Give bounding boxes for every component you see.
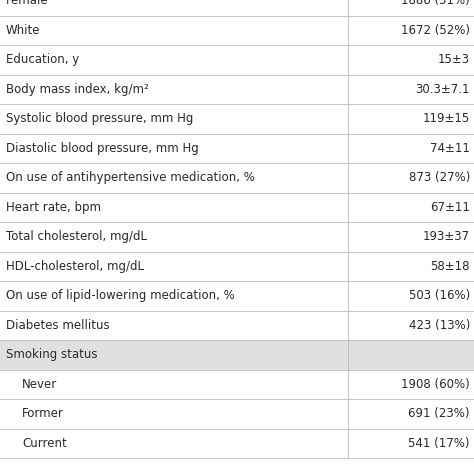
Text: Systolic blood pressure, mm Hg: Systolic blood pressure, mm Hg bbox=[6, 112, 193, 125]
Bar bbox=[0, 45, 474, 74]
Bar bbox=[0, 16, 474, 45]
Text: 67±11: 67±11 bbox=[430, 201, 470, 214]
Text: Education, y: Education, y bbox=[6, 53, 79, 66]
Text: Heart rate, bpm: Heart rate, bpm bbox=[6, 201, 101, 214]
Bar bbox=[0, 222, 474, 252]
Text: Smoking status: Smoking status bbox=[6, 348, 98, 361]
Text: 30.3±7.1: 30.3±7.1 bbox=[416, 83, 470, 96]
Bar bbox=[0, 252, 474, 281]
Text: White: White bbox=[6, 24, 40, 37]
Bar bbox=[0, 370, 474, 399]
Bar bbox=[0, 192, 474, 222]
Bar bbox=[0, 428, 474, 458]
Text: 503 (16%): 503 (16%) bbox=[409, 289, 470, 302]
Bar bbox=[0, 134, 474, 163]
Bar bbox=[0, 310, 474, 340]
Text: HDL-cholesterol, mg/dL: HDL-cholesterol, mg/dL bbox=[6, 260, 144, 273]
Bar bbox=[0, 399, 474, 428]
Text: 15±3: 15±3 bbox=[438, 53, 470, 66]
Text: Body mass index, kg/m²: Body mass index, kg/m² bbox=[6, 83, 149, 96]
Text: Total cholesterol, mg/dL: Total cholesterol, mg/dL bbox=[6, 230, 147, 243]
Text: On use of antihypertensive medication, %: On use of antihypertensive medication, % bbox=[6, 171, 255, 184]
Text: Diastolic blood pressure, mm Hg: Diastolic blood pressure, mm Hg bbox=[6, 142, 199, 155]
Text: On use of lipid-lowering medication, %: On use of lipid-lowering medication, % bbox=[6, 289, 235, 302]
Bar bbox=[0, 281, 474, 310]
Text: Diabetes mellitus: Diabetes mellitus bbox=[6, 319, 109, 332]
Text: Female: Female bbox=[6, 0, 49, 7]
Bar bbox=[0, 0, 474, 16]
Text: 1672 (52%): 1672 (52%) bbox=[401, 24, 470, 37]
Text: Current: Current bbox=[22, 437, 67, 450]
Text: 1886 (51%): 1886 (51%) bbox=[401, 0, 470, 7]
Text: Former: Former bbox=[22, 407, 64, 420]
Bar bbox=[0, 74, 474, 104]
Text: 1908 (60%): 1908 (60%) bbox=[401, 378, 470, 391]
Bar bbox=[0, 104, 474, 134]
Text: Never: Never bbox=[22, 378, 57, 391]
Text: 541 (17%): 541 (17%) bbox=[409, 437, 470, 450]
Bar bbox=[0, 163, 474, 192]
Text: 193±37: 193±37 bbox=[423, 230, 470, 243]
Bar bbox=[0, 340, 474, 370]
Text: 873 (27%): 873 (27%) bbox=[409, 171, 470, 184]
Text: 691 (23%): 691 (23%) bbox=[409, 407, 470, 420]
Text: 74±11: 74±11 bbox=[430, 142, 470, 155]
Text: 119±15: 119±15 bbox=[423, 112, 470, 125]
Text: 423 (13%): 423 (13%) bbox=[409, 319, 470, 332]
Text: 58±18: 58±18 bbox=[430, 260, 470, 273]
